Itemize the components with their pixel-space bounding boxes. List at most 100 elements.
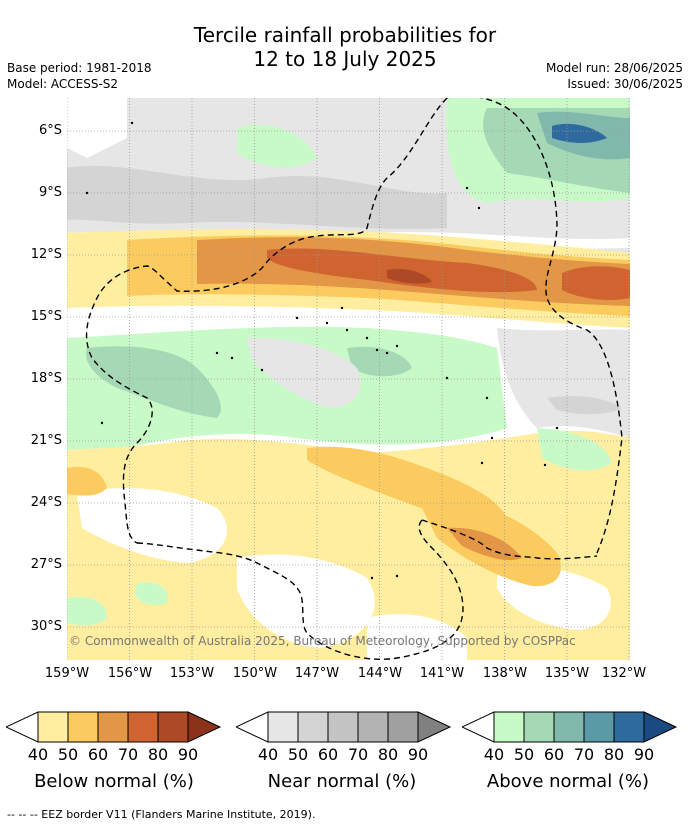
lon-label-150w: 150°W: [232, 666, 278, 681]
issued-date: Issued: 30/06/2025: [567, 77, 683, 91]
below-normal-region-south-70: [447, 527, 522, 561]
title-line-1: Tercile rainfall probabilities for: [193, 23, 497, 47]
below-normal-label: Below normal (%): [34, 771, 194, 792]
colorbar-near-normal-swatches: [236, 711, 452, 743]
near-normal-light-patch: [67, 98, 127, 158]
lon-label-132w: 132°W: [601, 666, 647, 681]
near-normal-patch-mid-east: [497, 328, 630, 438]
run-info: Model run: 28/06/2025 Issued: 30/06/2025: [546, 60, 683, 92]
lat-label-21s: 21°S: [30, 433, 62, 448]
near-swatch-0: [267, 711, 299, 743]
tick-60: 60: [543, 745, 565, 764]
lat-label-15s: 15°S: [30, 309, 62, 324]
near-swatch-1: [297, 711, 329, 743]
lon-label-141w: 141°W: [419, 666, 465, 681]
eez-footnote: -- -- -- EEZ border V11 (Flanders Marine…: [7, 808, 316, 821]
tick-50: 50: [57, 745, 79, 764]
lon-label-159w: 159°W: [44, 666, 90, 681]
lat-lon-grid: [67, 98, 630, 660]
tick-90: 90: [177, 745, 199, 764]
model-run: Model run: 28/06/2025: [545, 61, 683, 75]
tick-40: 40: [483, 745, 505, 764]
below-swatch-0: [37, 711, 69, 743]
tick-40: 40: [27, 745, 49, 764]
lon-label-147w: 147°W: [294, 666, 340, 681]
copyright-notice: © Commonwealth of Australia 2025, Bureau…: [69, 634, 576, 648]
model-info: Base period: 1981-2018 Model: ACCESS-S2: [7, 60, 152, 92]
above-normal-patch-sw: [67, 596, 107, 626]
lat-label-12s: 12°S: [30, 247, 62, 262]
colorbar-below-normal-swatches: [6, 711, 222, 743]
tick-50: 50: [513, 745, 535, 764]
lat-label-6s: 6°S: [38, 123, 62, 138]
above-swatch-0: [493, 711, 525, 743]
below-swatch-3: [127, 711, 159, 743]
tick-40: 40: [257, 745, 279, 764]
near-normal-patch-mid-east-dark: [547, 396, 622, 415]
white-patch-south-west: [77, 488, 227, 563]
near-swatch-3: [357, 711, 389, 743]
tick-90: 90: [633, 745, 655, 764]
lon-label-153w: 153°W: [169, 666, 215, 681]
below-normal-band-80-east: [562, 266, 630, 301]
tick-70: 70: [573, 745, 595, 764]
island-markers: [85, 121, 559, 580]
above-normal-patch-east: [537, 428, 612, 471]
below-swatch-1: [67, 711, 99, 743]
lon-label-138w: 138°W: [482, 666, 528, 681]
near-normal-label: Near normal (%): [267, 771, 417, 792]
tick-90: 90: [407, 745, 429, 764]
tick-60: 60: [317, 745, 339, 764]
lon-label-156w: 156°W: [107, 666, 153, 681]
above-swatch-2: [553, 711, 585, 743]
below-normal-band-90: [387, 268, 432, 284]
base-period: Base period: 1981-2018: [7, 61, 152, 75]
map-canvas: [67, 98, 630, 660]
tick-70: 70: [117, 745, 139, 764]
below-swatch-5: [187, 711, 222, 743]
colorbar-above-normal-swatches: [462, 711, 678, 743]
below-swatch-4: [157, 711, 189, 743]
model-name: Model: ACCESS-S2: [7, 77, 119, 91]
tick-50: 50: [287, 745, 309, 764]
lat-label-24s: 24°S: [30, 495, 62, 510]
near-swatch-4: [387, 711, 419, 743]
tick-80: 80: [377, 745, 399, 764]
above-normal-patch-nw: [237, 124, 317, 168]
above-swatch-5: [643, 711, 678, 743]
lon-label-144w: 144°W: [357, 666, 403, 681]
probability-map: © Commonwealth of Australia 2025, Bureau…: [67, 98, 630, 660]
near-swatch-5: [417, 711, 452, 743]
tick-70: 70: [347, 745, 369, 764]
above-normal-region-mid-60: [86, 346, 221, 418]
above-normal-label: Above normal (%): [486, 771, 650, 792]
eez-border: [85, 98, 623, 660]
colorbar-above-normal: [462, 711, 678, 743]
tick-60: 60: [87, 745, 109, 764]
lon-label-135w: 135°W: [544, 666, 590, 681]
above-swatch-4: [613, 711, 645, 743]
lat-label-18s: 18°S: [30, 371, 62, 386]
title-line-2: 12 to 18 July 2025: [253, 47, 437, 71]
colorbar-near-normal: [236, 711, 452, 743]
above-swatch-1: [523, 711, 555, 743]
above-swatch-3: [583, 711, 615, 743]
above-normal-patch-sw-b: [135, 582, 168, 605]
white-patch-south-central: [237, 554, 375, 648]
tick-80: 80: [603, 745, 625, 764]
colorbar-below-normal: [6, 711, 222, 743]
below-normal-region-south: [67, 430, 630, 660]
near-swatch-2: [327, 711, 359, 743]
above-normal-core-ne: [552, 123, 607, 143]
map-title: Tercile rainfall probabilities for 12 to…: [0, 23, 690, 71]
tick-80: 80: [147, 745, 169, 764]
lat-label-27s: 27°S: [30, 557, 62, 572]
above-normal-region-mid-60b: [347, 346, 412, 377]
lat-label-30s: 30°S: [30, 619, 62, 634]
below-swatch-2: [97, 711, 129, 743]
near-normal-patch-mid: [247, 337, 361, 408]
below-normal-patch-west: [67, 466, 107, 496]
near-normal-darker-band: [67, 165, 447, 230]
lat-label-9s: 9°S: [38, 185, 62, 200]
white-patch-far-south: [367, 614, 467, 660]
